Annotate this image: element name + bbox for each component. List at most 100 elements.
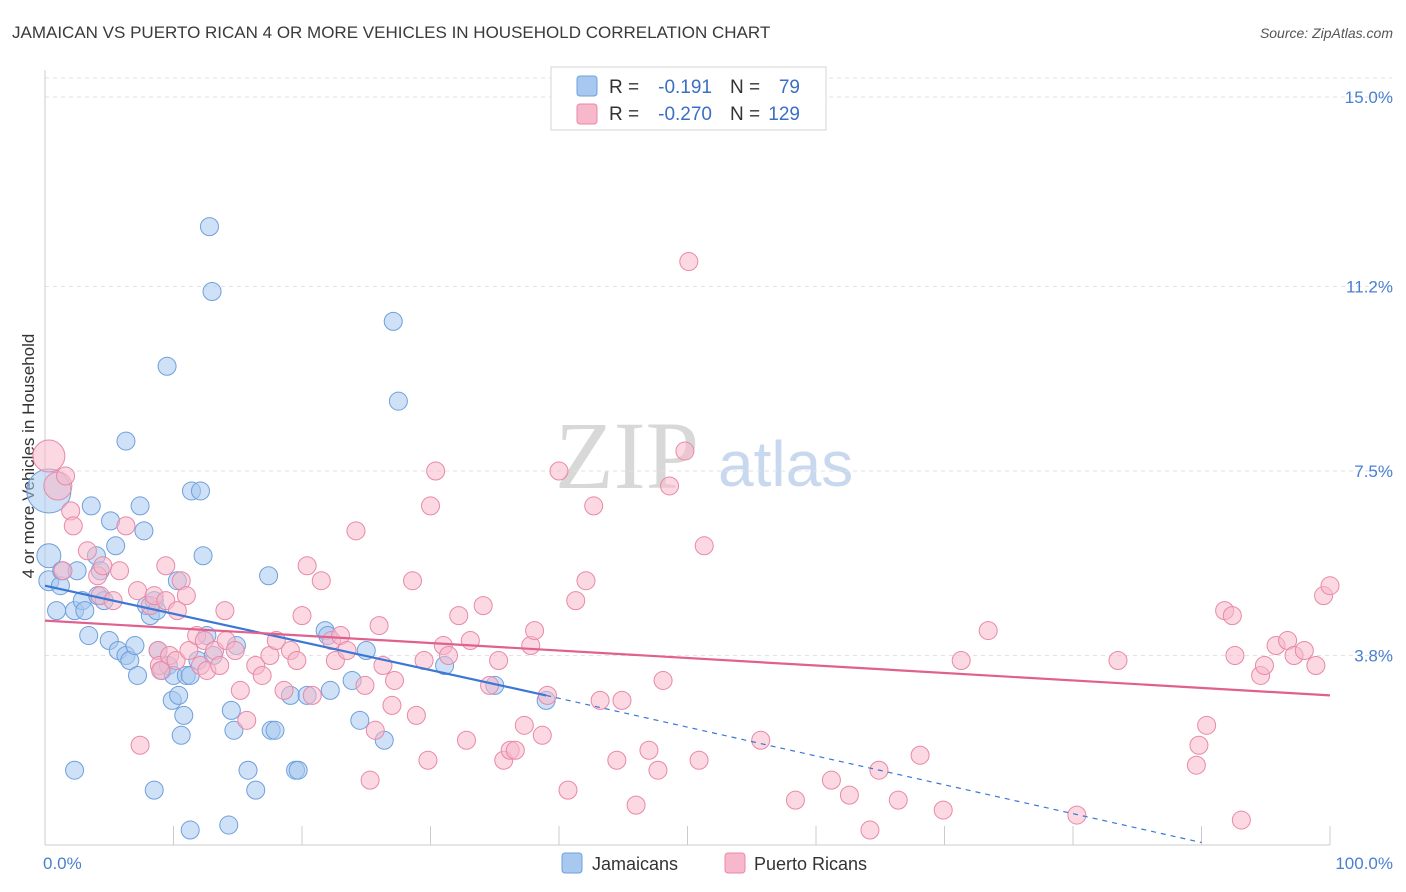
data-point [360, 770, 380, 790]
data-point [1294, 641, 1314, 661]
chart-title: JAMAICAN VS PUERTO RICAN 4 OR MORE VEHIC… [12, 23, 770, 42]
trend-lines [44, 584, 1331, 844]
data-point [128, 665, 148, 685]
data-point [473, 596, 493, 616]
trend-line-extension [546, 694, 1202, 844]
series-legend-swatch-jamaicans [561, 852, 583, 874]
data-point [933, 800, 953, 820]
data-point [259, 566, 279, 586]
data-point [978, 621, 998, 641]
data-point [1108, 650, 1128, 670]
data-point [246, 780, 266, 800]
y-tick-label: 7.5% [1354, 462, 1393, 481]
data-point [219, 815, 239, 835]
data-point [79, 626, 99, 646]
data-point [128, 581, 148, 601]
data-point [1197, 715, 1217, 735]
data-point [230, 680, 250, 700]
data-point [237, 710, 257, 730]
data-point [426, 461, 446, 481]
data-point [130, 496, 150, 516]
legend-n-value-jamaicans: 79 [779, 77, 800, 98]
data-point [365, 720, 385, 740]
y-tick-label: 15.0% [1345, 88, 1393, 107]
data-point [888, 790, 908, 810]
data-point [860, 820, 880, 840]
data-point [32, 439, 66, 473]
data-point [202, 281, 222, 301]
data-point [166, 650, 186, 670]
data-point [525, 621, 545, 641]
data-point [1225, 646, 1245, 666]
data-point [252, 665, 272, 685]
series-legend-label-puerto-ricans: Puerto Ricans [754, 854, 867, 874]
data-point [169, 685, 189, 705]
data-point [125, 636, 145, 656]
data-point [576, 571, 596, 591]
data-point [449, 606, 469, 626]
data-point [297, 556, 317, 576]
data-point [1320, 576, 1340, 596]
data-point [292, 606, 312, 626]
data-point [385, 670, 405, 690]
legend-r-value-puerto-ricans: -0.270 [658, 104, 712, 125]
data-point [639, 740, 659, 760]
data-point [607, 750, 627, 770]
series-legend-swatch-puerto-ricans [724, 852, 746, 874]
series-legend: Jamaicans Puerto Ricans [561, 852, 867, 874]
data-point [221, 700, 241, 720]
data-point [505, 740, 525, 760]
data-point [821, 770, 841, 790]
data-point [174, 705, 194, 725]
data-point [311, 571, 331, 591]
data-point [47, 601, 67, 621]
data-point [456, 730, 476, 750]
data-point [1306, 655, 1326, 675]
y-tick-label: 11.2% [1346, 277, 1393, 296]
trend-line [44, 584, 547, 697]
data-point [406, 705, 426, 725]
x-tick-label: 0.0% [43, 854, 82, 873]
data-point [675, 441, 695, 461]
data-point [171, 725, 191, 745]
legend-swatch-puerto-ricans [576, 103, 598, 125]
legend-r-label-puerto-ricans: R = [609, 104, 639, 125]
data-point [514, 715, 534, 735]
data-point [460, 631, 480, 651]
data-point [77, 541, 97, 561]
data-point [660, 476, 680, 496]
data-point [274, 680, 294, 700]
data-point [489, 650, 509, 670]
data-point [116, 431, 136, 451]
data-point [193, 546, 213, 566]
data-point [558, 780, 578, 800]
data-point [1222, 606, 1242, 626]
data-point [265, 720, 285, 740]
data-point [157, 356, 177, 376]
data-point [93, 556, 113, 576]
data-point [653, 670, 673, 690]
data-point [355, 675, 375, 695]
data-point [1254, 655, 1274, 675]
y-tick-labels: 3.8% 7.5% 11.2% 15.0% [1345, 88, 1393, 666]
data-point [287, 650, 307, 670]
data-point [81, 496, 101, 516]
data-point [648, 760, 668, 780]
data-point [36, 543, 62, 569]
data-point [224, 720, 244, 740]
data-point [839, 785, 859, 805]
data-point [1231, 810, 1251, 830]
data-point [65, 760, 85, 780]
data-point [134, 521, 154, 541]
data-point [679, 252, 699, 272]
data-point [369, 616, 389, 636]
scatter-points [26, 217, 1340, 840]
legend-swatch-jamaicans [576, 75, 598, 97]
data-point [156, 556, 176, 576]
stats-legend: R = -0.191 N = 79 R = -0.270 N = 129 [550, 66, 827, 131]
watermark-atlas: atlas [718, 428, 853, 500]
data-point [1189, 735, 1209, 755]
data-point [179, 641, 199, 661]
data-point [151, 660, 171, 680]
data-point [438, 646, 458, 666]
